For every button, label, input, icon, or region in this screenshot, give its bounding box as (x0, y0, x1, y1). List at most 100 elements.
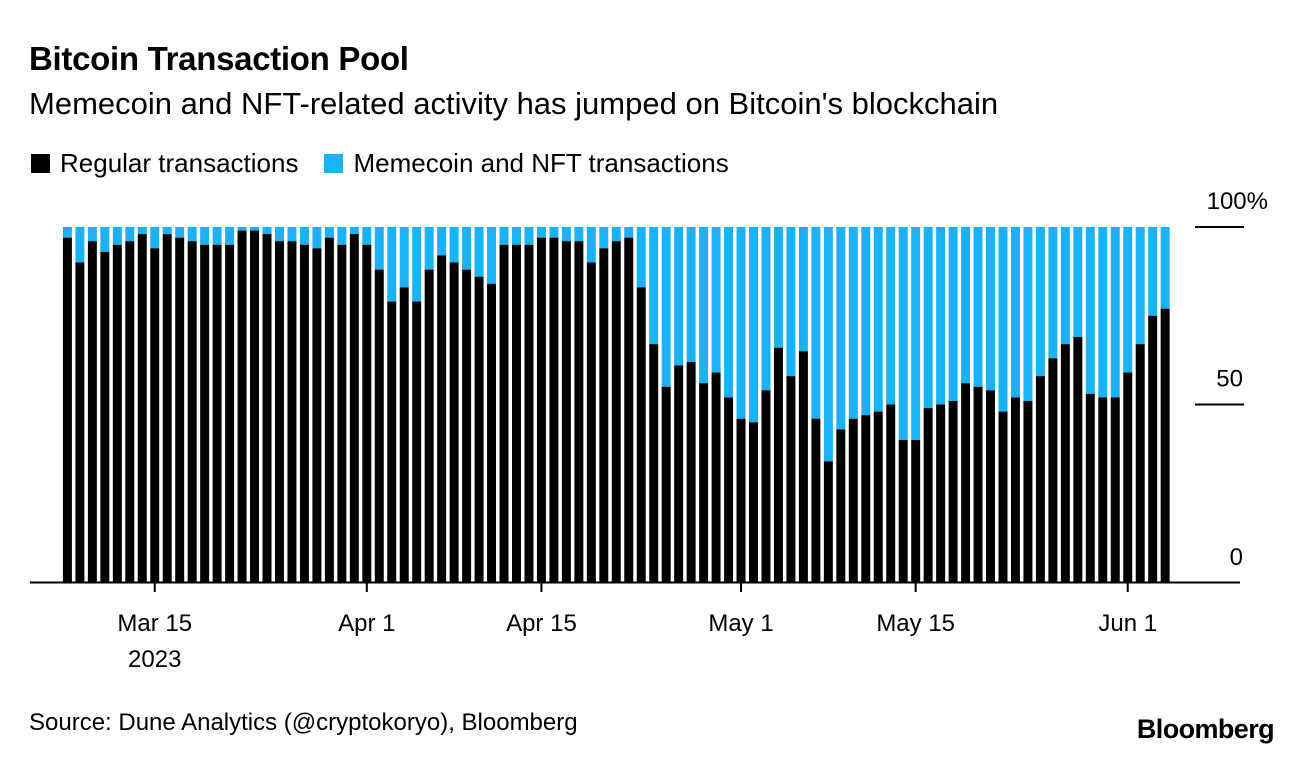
bar-regular (599, 248, 609, 583)
bar-memecoin-nft (761, 227, 771, 391)
bar-regular (986, 390, 995, 582)
bar-regular (773, 347, 783, 582)
bar-memecoin-nft (274, 227, 284, 242)
bar-memecoin-nft (312, 227, 322, 249)
bar-regular (873, 411, 883, 582)
bar-memecoin-nft (798, 227, 808, 352)
bar-memecoin-nft (674, 227, 684, 366)
bar-regular (1035, 376, 1045, 582)
legend-label-memecoin-nft: Memecoin and NFT transactions (353, 148, 729, 178)
bar-memecoin-nft (649, 227, 659, 345)
x-tick-label: Jun 1 (1098, 610, 1157, 637)
bars-group (62, 227, 1170, 583)
bar-regular (274, 241, 284, 582)
bar-regular (736, 418, 746, 582)
bar-regular (649, 344, 659, 582)
bar-regular (424, 269, 434, 582)
bar-memecoin-nft (225, 227, 235, 245)
bar-regular (374, 269, 384, 582)
bar-regular (636, 287, 646, 582)
bar-memecoin-nft (1160, 227, 1170, 309)
bar-memecoin-nft (886, 227, 896, 405)
bar-regular (250, 230, 260, 583)
bar-memecoin-nft (462, 227, 472, 270)
bar-memecoin-nft (524, 227, 534, 245)
bar-regular (761, 390, 771, 582)
bar-regular (287, 241, 297, 582)
bar-memecoin-nft (561, 227, 571, 242)
bar-regular (1010, 397, 1020, 582)
bar-memecoin-nft (387, 227, 397, 302)
bar-memecoin-nft (1148, 227, 1158, 316)
bar-memecoin-nft (873, 227, 883, 412)
bar-regular (861, 415, 871, 582)
bar-regular (512, 244, 521, 582)
bar-regular (87, 241, 97, 582)
bar-memecoin-nft (449, 227, 459, 263)
bar-regular (1098, 397, 1108, 582)
bar-memecoin-nft (599, 227, 609, 249)
legend-item-memecoin-nft: Memecoin and NFT transactions (324, 148, 729, 179)
bar-memecoin-nft (1048, 227, 1058, 359)
bar-regular (549, 237, 559, 582)
bar-regular (749, 422, 758, 582)
bar-regular (399, 287, 409, 582)
bar-regular (437, 255, 447, 582)
bar-memecoin-nft (125, 227, 135, 242)
chart-subtitle: Memecoin and NFT-related activity has ju… (29, 86, 999, 121)
bar-regular (487, 283, 497, 582)
bar-memecoin-nft (1123, 227, 1133, 373)
bar-memecoin-nft (324, 227, 334, 238)
bar-regular (536, 237, 546, 582)
legend-item-regular: Regular transactions (31, 148, 298, 179)
bar-memecoin-nft (898, 227, 908, 440)
bar-memecoin-nft (773, 227, 783, 348)
legend-swatch-regular (31, 154, 50, 173)
bar-regular (674, 365, 684, 582)
bar-memecoin-nft (87, 227, 97, 242)
bar-regular (711, 372, 721, 582)
bar-memecoin-nft (150, 227, 160, 249)
bar-memecoin-nft (1023, 227, 1033, 401)
bar-memecoin-nft (1035, 227, 1045, 377)
bar-regular (786, 376, 796, 582)
bar-regular (823, 461, 833, 582)
bar-memecoin-nft (1135, 227, 1145, 345)
bar-memecoin-nft (549, 227, 559, 238)
bar-regular (1148, 315, 1158, 582)
bar-memecoin-nft (624, 227, 634, 238)
bar-regular (686, 361, 696, 582)
bar-regular (387, 301, 397, 582)
bar-regular (524, 244, 534, 582)
bar-regular (100, 251, 110, 582)
bar-regular (225, 244, 235, 582)
bar-memecoin-nft (424, 227, 434, 270)
bar-memecoin-nft (374, 227, 384, 270)
bar-regular (586, 262, 596, 582)
bar-regular (324, 237, 334, 582)
bar-regular (836, 429, 846, 582)
bar-memecoin-nft (237, 227, 247, 231)
bar-memecoin-nft (262, 227, 272, 235)
bar-regular (948, 400, 958, 582)
bar-memecoin-nft (861, 227, 871, 416)
bar-regular (798, 351, 808, 582)
bar-regular (62, 237, 72, 582)
bar-memecoin-nft (736, 227, 746, 419)
bar-memecoin-nft (75, 227, 85, 263)
bar-regular (75, 262, 85, 582)
bar-memecoin-nft (62, 227, 72, 238)
bar-memecoin-nft (399, 227, 409, 288)
bar-regular (262, 234, 272, 582)
bar-memecoin-nft (836, 227, 846, 430)
bar-regular (911, 440, 921, 582)
bar-memecoin-nft (175, 227, 185, 238)
bar-memecoin-nft (911, 227, 921, 440)
bar-memecoin-nft (986, 227, 995, 391)
bar-memecoin-nft (611, 227, 621, 242)
chart-title: Bitcoin Transaction Pool (29, 40, 409, 77)
bar-memecoin-nft (437, 227, 447, 256)
bar-regular (848, 418, 858, 582)
bar-memecoin-nft (636, 227, 646, 288)
bar-regular (499, 244, 509, 582)
